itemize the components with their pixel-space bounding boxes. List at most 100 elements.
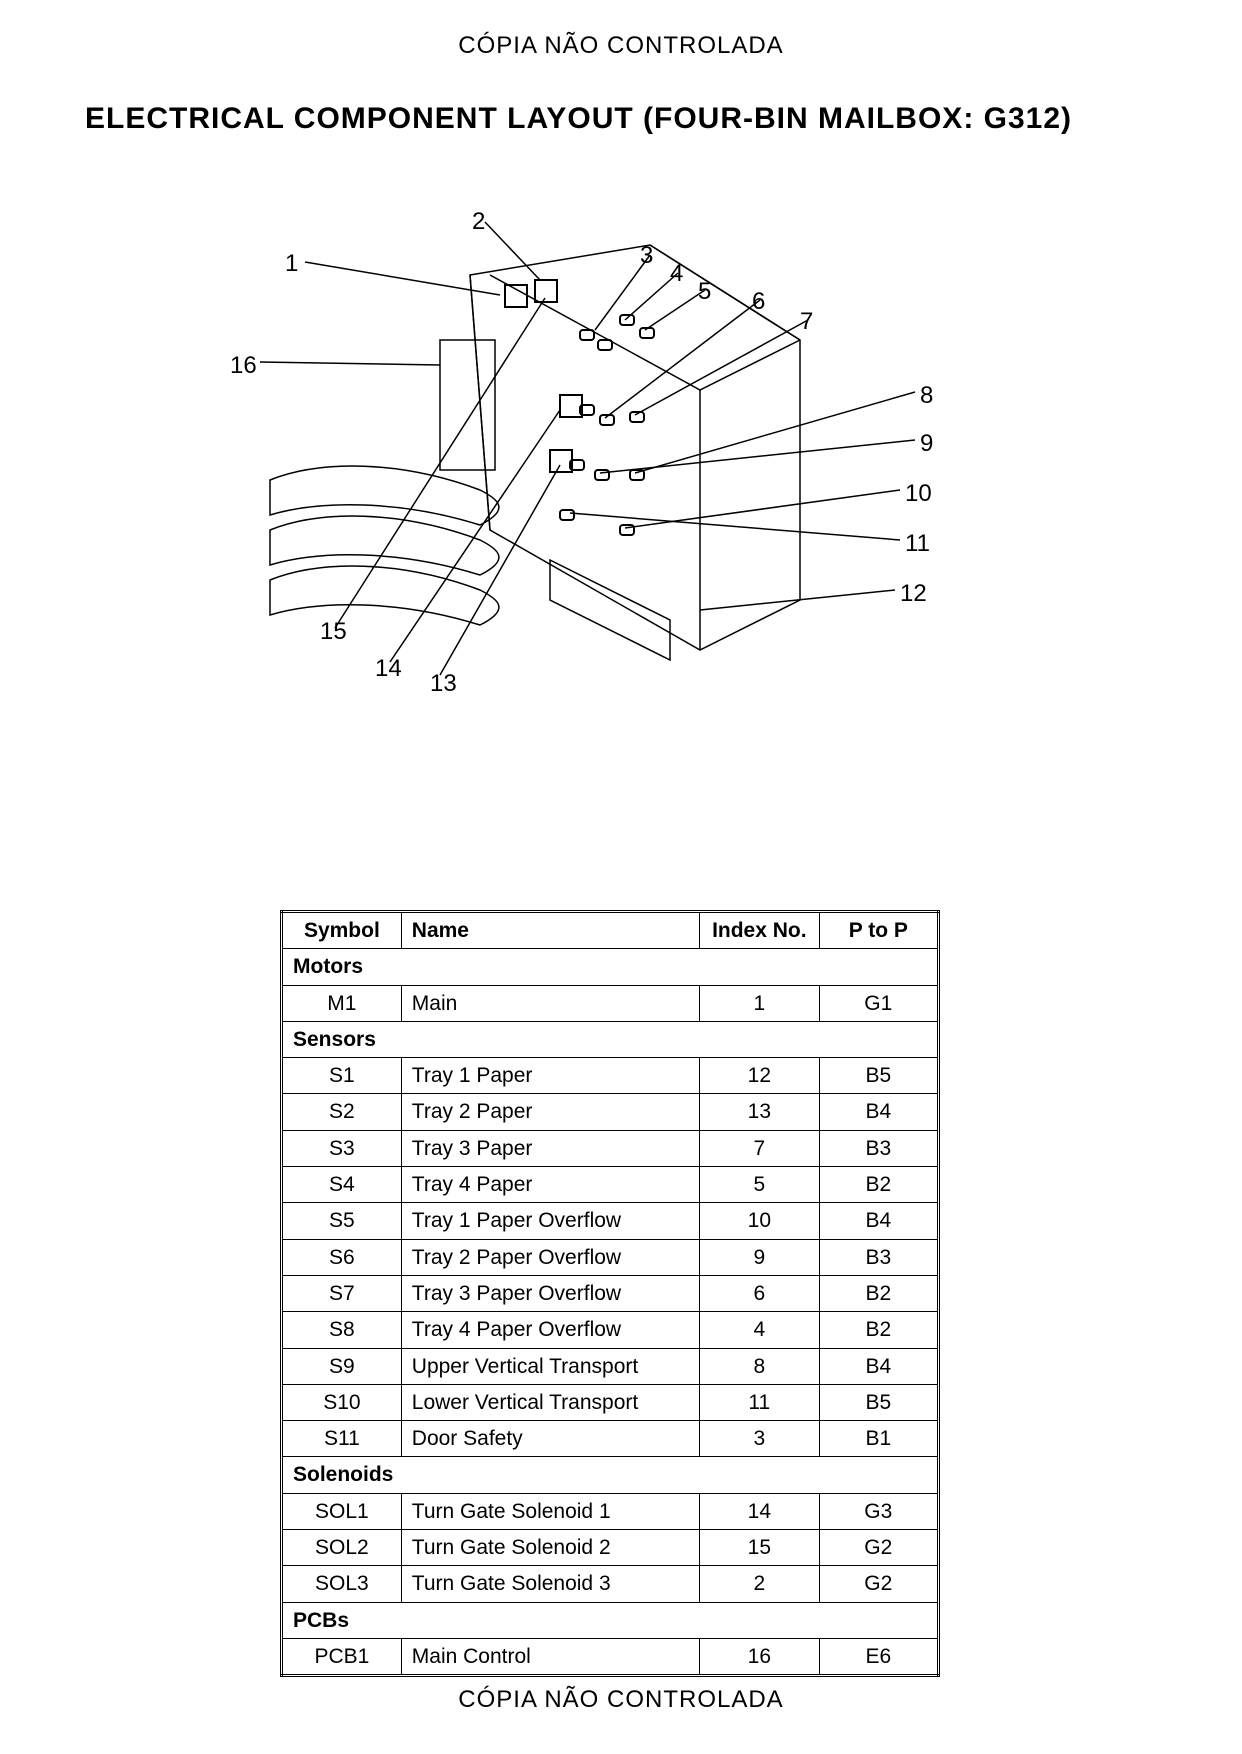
cell-index: 4	[700, 1312, 820, 1348]
diagram-svg	[200, 180, 1000, 750]
cell-index: 2	[700, 1566, 820, 1602]
cell-name: Upper Vertical Transport	[401, 1348, 699, 1384]
cell-ptop: B4	[819, 1348, 938, 1384]
cell-symbol: S1	[282, 1058, 402, 1094]
diagram-label-16: 16	[230, 352, 257, 380]
cell-index: 11	[700, 1384, 820, 1420]
table-row: S4Tray 4 Paper5B2	[282, 1167, 939, 1203]
cell-index: 12	[700, 1058, 820, 1094]
table-row: S2Tray 2 Paper13B4	[282, 1094, 939, 1130]
component-table-wrap: Symbol Name Index No. P to P MotorsM1Mai…	[280, 910, 940, 1677]
component-diagram	[200, 180, 1000, 750]
cell-name: Tray 1 Paper	[401, 1058, 699, 1094]
diagram-label-4: 4	[670, 260, 683, 288]
cell-symbol: SOL1	[282, 1493, 402, 1529]
cell-symbol: M1	[282, 985, 402, 1021]
cell-ptop: G2	[819, 1566, 938, 1602]
cell-ptop: B5	[819, 1058, 938, 1094]
table-row: S8Tray 4 Paper Overflow4B2	[282, 1312, 939, 1348]
cell-index: 1	[700, 985, 820, 1021]
cell-symbol: S2	[282, 1094, 402, 1130]
cell-name: Turn Gate Solenoid 2	[401, 1530, 699, 1566]
cell-symbol: S9	[282, 1348, 402, 1384]
cell-ptop: B2	[819, 1167, 938, 1203]
diagram-label-6: 6	[752, 288, 765, 316]
table-body: MotorsM1Main1G1SensorsS1Tray 1 Paper12B5…	[282, 949, 939, 1676]
diagram-label-9: 9	[920, 430, 933, 458]
section-row: PCBs	[282, 1602, 939, 1638]
section-row: Motors	[282, 949, 939, 985]
page-title: ELECTRICAL COMPONENT LAYOUT (FOUR-BIN MA…	[85, 102, 1072, 136]
th-symbol: Symbol	[282, 912, 402, 949]
cell-symbol: S3	[282, 1130, 402, 1166]
cell-index: 13	[700, 1094, 820, 1130]
diagram-label-10: 10	[905, 480, 932, 508]
diagram-label-11: 11	[905, 530, 930, 558]
cell-name: Tray 3 Paper Overflow	[401, 1275, 699, 1311]
cell-ptop: B3	[819, 1239, 938, 1275]
section-row: Sensors	[282, 1021, 939, 1057]
table-row: SOL1Turn Gate Solenoid 114G3	[282, 1493, 939, 1529]
th-ptop: P to P	[819, 912, 938, 949]
cell-index: 16	[700, 1638, 820, 1675]
cell-symbol: S10	[282, 1384, 402, 1420]
table-row: S6Tray 2 Paper Overflow9B3	[282, 1239, 939, 1275]
cell-symbol: SOL2	[282, 1530, 402, 1566]
diagram-label-14: 14	[375, 655, 402, 683]
cell-index: 9	[700, 1239, 820, 1275]
table-header-row: Symbol Name Index No. P to P	[282, 912, 939, 949]
diagram-label-8: 8	[920, 382, 933, 410]
section-row: Solenoids	[282, 1457, 939, 1493]
cell-name: Turn Gate Solenoid 1	[401, 1493, 699, 1529]
cell-symbol: SOL3	[282, 1566, 402, 1602]
cell-ptop: B2	[819, 1275, 938, 1311]
component-table: Symbol Name Index No. P to P MotorsM1Mai…	[280, 910, 940, 1677]
cell-ptop: B5	[819, 1384, 938, 1420]
cell-ptop: B3	[819, 1130, 938, 1166]
footer-watermark: CÓPIA NÃO CONTROLADA	[0, 1686, 1242, 1714]
cell-index: 10	[700, 1203, 820, 1239]
table-row: S1Tray 1 Paper12B5	[282, 1058, 939, 1094]
cell-ptop: B2	[819, 1312, 938, 1348]
cell-index: 14	[700, 1493, 820, 1529]
cell-index: 5	[700, 1167, 820, 1203]
diagram-label-13: 13	[430, 670, 457, 698]
th-index: Index No.	[700, 912, 820, 949]
cell-name: Tray 2 Paper Overflow	[401, 1239, 699, 1275]
cell-index: 3	[700, 1421, 820, 1457]
cell-ptop: E6	[819, 1638, 938, 1675]
diagram-label-1: 1	[285, 250, 298, 278]
diagram-label-7: 7	[800, 308, 813, 336]
diagram-label-2: 2	[472, 208, 485, 236]
section-title: Sensors	[282, 1021, 939, 1057]
cell-index: 8	[700, 1348, 820, 1384]
cell-symbol: S7	[282, 1275, 402, 1311]
cell-name: Door Safety	[401, 1421, 699, 1457]
cell-ptop: B1	[819, 1421, 938, 1457]
cell-symbol: S8	[282, 1312, 402, 1348]
cell-index: 6	[700, 1275, 820, 1311]
cell-symbol: S5	[282, 1203, 402, 1239]
cell-symbol: S6	[282, 1239, 402, 1275]
diagram-label-12: 12	[900, 580, 927, 608]
header-watermark: CÓPIA NÃO CONTROLADA	[0, 32, 1242, 60]
cell-name: Lower Vertical Transport	[401, 1384, 699, 1420]
section-title: PCBs	[282, 1602, 939, 1638]
cell-name: Tray 4 Paper Overflow	[401, 1312, 699, 1348]
cell-name: Tray 1 Paper Overflow	[401, 1203, 699, 1239]
table-row: S3Tray 3 Paper7B3	[282, 1130, 939, 1166]
cell-name: Tray 3 Paper	[401, 1130, 699, 1166]
cell-name: Main	[401, 985, 699, 1021]
section-title: Motors	[282, 949, 939, 985]
cell-symbol: S4	[282, 1167, 402, 1203]
diagram-label-3: 3	[640, 242, 653, 270]
table-row: S10Lower Vertical Transport11B5	[282, 1384, 939, 1420]
cell-ptop: G3	[819, 1493, 938, 1529]
table-row: S5Tray 1 Paper Overflow10B4	[282, 1203, 939, 1239]
table-row: S7Tray 3 Paper Overflow6B2	[282, 1275, 939, 1311]
table-row: M1Main1G1	[282, 985, 939, 1021]
cell-name: Tray 4 Paper	[401, 1167, 699, 1203]
table-row: SOL2Turn Gate Solenoid 215G2	[282, 1530, 939, 1566]
diagram-label-5: 5	[698, 278, 711, 306]
cell-name: Main Control	[401, 1638, 699, 1675]
